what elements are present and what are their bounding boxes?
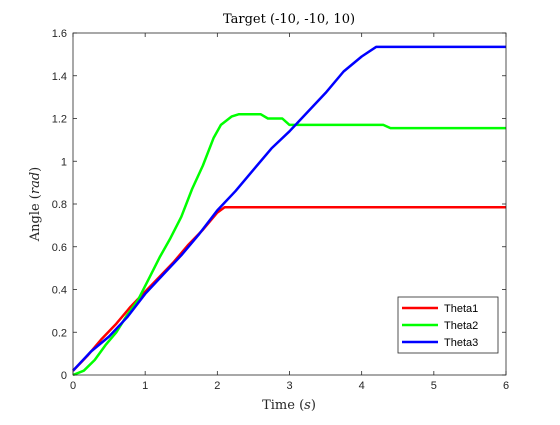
y-axis: 0 0.2 0.4 0.6 0.8 1 1.2 1.4 1.6	[52, 28, 506, 382]
y-tick-label: 0	[61, 370, 67, 382]
series-line-theta3	[72, 45, 506, 372]
x-tick-label: 2	[214, 380, 220, 392]
y-tick-label: 1.2	[52, 114, 67, 126]
legend-entry-theta1: Theta1	[444, 303, 478, 315]
x-axis-label-text: Time	[262, 398, 295, 413]
x-axis: 0 1 2 3 4 5 6	[70, 33, 509, 392]
x-tick-label: 4	[359, 380, 365, 392]
y-tick-label: 1.6	[52, 28, 67, 40]
y-tick-label: 1	[61, 156, 67, 168]
y-axis-label: Angle (rad)	[28, 167, 43, 243]
y-tick-label: 0.6	[52, 242, 67, 254]
plot-area	[72, 32, 507, 377]
legend-entry-theta3: Theta3	[444, 337, 478, 349]
y-axis-label-unit: rad	[28, 172, 43, 194]
y-tick-label: 0.4	[52, 285, 67, 297]
x-tick-label: 1	[142, 380, 148, 392]
y-tick-label: 1.4	[52, 71, 67, 83]
x-tick-label: 0	[70, 380, 76, 392]
x-axis-label: Time (s)	[262, 398, 316, 413]
series-line-theta1	[72, 205, 506, 372]
x-tick-label: 6	[503, 380, 509, 392]
y-tick-label: 0.8	[52, 199, 67, 211]
chart-title: Target (-10, -10, 10)	[223, 12, 355, 27]
x-tick-label: 3	[286, 380, 292, 392]
y-tick-label: 0.2	[52, 327, 67, 339]
x-tick-label: 5	[431, 380, 437, 392]
y-axis-label-text: Angle	[28, 203, 43, 242]
legend-entry-theta2: Theta2	[444, 320, 478, 332]
legend: Theta1 Theta2 Theta3	[397, 296, 499, 354]
x-axis-label-unit: s	[304, 398, 311, 413]
